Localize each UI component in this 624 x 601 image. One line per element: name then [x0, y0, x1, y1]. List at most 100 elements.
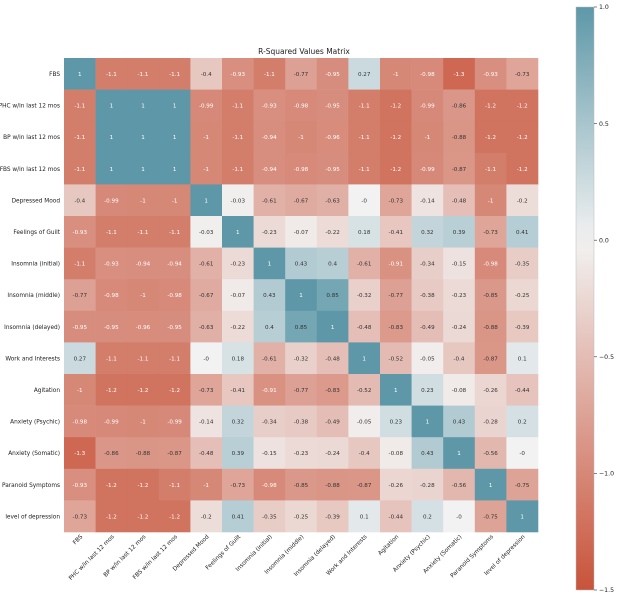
heatmap-cell [443, 247, 476, 280]
cell-value-label: -1.2 [390, 135, 401, 141]
y-tick-label: Work and Interests [5, 356, 60, 362]
heatmap-cell [411, 216, 444, 248]
cell-value-label: -0.4 [201, 72, 212, 78]
heatmap-cell [127, 342, 160, 375]
cell-value-label: 1 [426, 420, 430, 426]
cell-value-label: -0.39 [515, 325, 530, 331]
cell-value-label: -1.1 [359, 135, 370, 141]
heatmap-cell [316, 247, 349, 280]
heatmap-cell [285, 405, 318, 438]
heatmap-cell [95, 58, 128, 90]
heatmap-cell [222, 89, 254, 122]
heatmap-cell [253, 184, 286, 217]
cell-value-label: 1 [173, 167, 177, 173]
cell-value-label: -0.98 [167, 293, 182, 299]
heatmap-cell [285, 500, 318, 533]
heatmap-cell [348, 152, 381, 185]
cell-value-label: -0.32 [294, 356, 308, 362]
cell-value-label: 1 [141, 135, 145, 141]
cell-value-label: -0.49 [420, 325, 435, 331]
heatmap-cell [316, 216, 349, 248]
cell-value-label: -0.73 [199, 388, 214, 394]
heatmap-cell [190, 437, 223, 470]
heatmap-cell [158, 342, 191, 375]
heatmap-cell [506, 279, 539, 312]
heatmap-cell [285, 468, 318, 501]
heatmap-cell [190, 89, 223, 122]
heatmap-cell [506, 152, 539, 185]
heatmap-cell [411, 184, 444, 217]
cell-value-label: 1 [110, 135, 114, 141]
cell-value-label: -0.24 [325, 451, 340, 457]
cell-value-label: -0 [519, 451, 525, 457]
heatmap-cell [411, 468, 444, 501]
cell-value-label: 1 [489, 483, 493, 489]
heatmap-cell [222, 152, 254, 185]
cell-value-label: -0.03 [199, 230, 214, 236]
heatmap-cell [348, 89, 381, 122]
heatmap-cell [380, 184, 412, 217]
cell-value-label: -1.2 [485, 135, 496, 141]
cell-value-label: -1.1 [138, 72, 149, 78]
heatmap-cell [474, 184, 507, 217]
cell-value-label: -0.73 [73, 514, 88, 520]
heatmap-cell [506, 184, 539, 217]
heatmap-cell [285, 247, 318, 280]
cell-value-label: -0.98 [262, 483, 277, 489]
cell-value-label: 0.23 [390, 420, 403, 426]
heatmap-cell [222, 405, 254, 438]
heatmap-cell [64, 184, 96, 217]
heatmap-cell [411, 405, 444, 438]
cell-value-label: -0.26 [389, 483, 404, 489]
cell-value-label: -0.61 [262, 356, 277, 362]
cell-value-label: 0.43 [295, 262, 308, 268]
cell-value-label: -0.94 [167, 262, 182, 268]
y-tick-labels: FBS PHC w/in last 12 mos BP w/in last 12 m… [0, 72, 61, 520]
heatmap-cell [64, 310, 96, 343]
cell-value-label: -0.23 [231, 262, 246, 268]
cell-value-label: 0.39 [453, 230, 466, 236]
cell-value-label: 1 [299, 293, 303, 299]
cell-value-label: -0.95 [325, 167, 340, 173]
cell-value-label: -0.77 [294, 72, 309, 78]
cell-value-label: -1.1 [74, 262, 85, 268]
cell-value-label: -1.1 [359, 104, 370, 110]
cell-value-label: -0 [203, 356, 209, 362]
chart-title: R-Squared Values Matrix [258, 47, 350, 56]
cell-value-label: -0.39 [325, 514, 340, 520]
cell-value-label: -0.88 [483, 325, 498, 331]
heatmap-cell [222, 184, 254, 217]
cell-value-label: -0.99 [104, 420, 119, 426]
heatmap-cell [443, 437, 476, 470]
cell-value-label: 0.43 [421, 451, 434, 457]
cell-value-label: -1.1 [264, 72, 275, 78]
heatmap-cell [190, 279, 223, 312]
cell-value-label: -0.95 [104, 325, 119, 331]
heatmap-cell [127, 152, 160, 185]
heatmap-cell [95, 468, 128, 501]
cell-value-label: 0.1 [518, 356, 527, 362]
heatmap-cell [285, 89, 318, 122]
heatmap-cell [95, 500, 128, 533]
heatmap-cell [64, 374, 96, 406]
cell-value-label: -0.52 [389, 356, 403, 362]
cell-value-label: -0.14 [199, 420, 214, 426]
heatmap-cell [127, 437, 160, 470]
heatmap-cell [506, 405, 539, 438]
cell-value-label: 1 [173, 135, 177, 141]
cell-value-label: -0.08 [389, 451, 404, 457]
heatmap-cell [158, 437, 191, 470]
cell-value-label: -0.2 [517, 198, 528, 204]
cell-value-label: -0.4 [359, 451, 370, 457]
colorbar-tick-label: −0.5 [599, 354, 614, 361]
cell-value-label: -0.56 [452, 483, 467, 489]
cell-value-label: -0.96 [136, 325, 151, 331]
cell-value-label: -0.95 [73, 325, 88, 331]
heatmap-cell [506, 247, 539, 280]
cell-value-label: -0.87 [357, 483, 372, 489]
heatmap-cell [222, 121, 254, 154]
heatmap-cell [64, 58, 96, 90]
cell-value-label: -0.41 [231, 388, 246, 394]
cell-value-label: -0.93 [262, 104, 277, 110]
y-tick-label: FBS w/in last 12 mos [0, 167, 60, 173]
